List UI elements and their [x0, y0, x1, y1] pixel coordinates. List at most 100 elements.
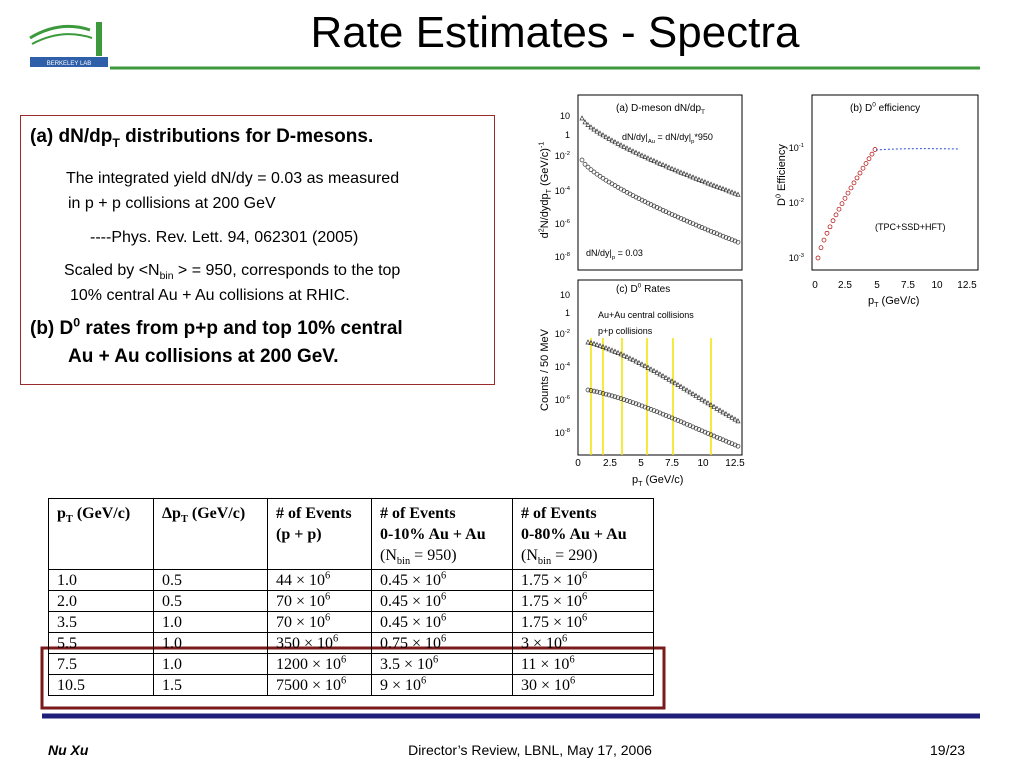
text-run: 10 — [554, 219, 565, 229]
curve-marker — [627, 355, 633, 361]
curve-marker — [702, 226, 708, 232]
table-cell: 30 × 106 — [512, 674, 654, 696]
curve-marker — [606, 135, 612, 141]
y-tick-label: 10-6 — [555, 216, 570, 229]
text-run: (TPC+SSD+HFT) — [875, 222, 946, 232]
curve-marker — [675, 214, 681, 220]
curve-marker — [678, 169, 684, 175]
text-run: rates from p+p and top 10% central — [80, 318, 403, 339]
x-tick-label: 5 — [638, 458, 644, 469]
text-line: ----Phys. Rev. Lett. 94, 062301 (2005) — [90, 229, 358, 247]
curve-marker — [654, 159, 660, 165]
curve-marker — [582, 119, 588, 125]
curve-marker — [591, 388, 597, 394]
table-cell: 11 × 106 — [512, 653, 654, 675]
curve-marker — [666, 376, 672, 382]
curve-marker — [818, 245, 824, 251]
curve-marker — [732, 238, 738, 244]
x-tick-label: 0 — [812, 280, 818, 291]
text-run: d — [539, 232, 551, 239]
curve-marker — [720, 437, 726, 443]
y-tick-label: 10-2 — [555, 148, 570, 161]
curve-marker — [633, 358, 639, 364]
text-run: 0.45 × 10 — [380, 614, 442, 631]
curve-marker — [591, 340, 597, 346]
curve-marker — [669, 212, 675, 217]
superscript: 6 — [562, 633, 568, 645]
superscript: 6 — [433, 654, 439, 666]
curve-marker — [600, 132, 606, 138]
superscript: 0 — [637, 282, 642, 290]
text-run: 10 — [788, 253, 799, 263]
text-run: dN/dy| — [586, 248, 612, 258]
curve-marker — [729, 414, 735, 420]
text-line: Au + Au collisions at 200 GeV. — [68, 346, 339, 368]
curve-marker — [705, 180, 711, 186]
footer-author: Nu Xu — [48, 742, 89, 758]
curve-marker — [690, 390, 696, 397]
curve-marker — [681, 385, 687, 391]
curve-marker — [699, 177, 705, 183]
text-run: dN/dy| — [622, 132, 648, 142]
header-line: # of Events — [380, 503, 506, 524]
text-box — [20, 115, 495, 385]
text-run: 0.5 — [162, 572, 182, 589]
footer-page: 19/23 — [930, 742, 966, 758]
curve-marker — [815, 255, 821, 261]
curve-marker — [684, 171, 690, 178]
table-row: 1.0 0.5 44 × 106 0.45 × 106 1.75 × 106 — [48, 569, 654, 591]
text-run: > = 950, corresponds to the top — [173, 262, 401, 279]
y-axis-label: Counts / 50 MeV — [539, 329, 551, 411]
curve-marker — [630, 356, 636, 362]
curve-marker — [711, 182, 717, 188]
curve-marker — [600, 343, 606, 349]
y-tick-label: 1 — [565, 305, 570, 318]
text-run: 10 — [788, 143, 799, 153]
curve-marker — [690, 221, 696, 227]
curve-marker — [690, 424, 696, 430]
subscript: Au — [647, 138, 656, 145]
curve-marker — [672, 166, 678, 173]
header-cell: # of Events 0-10% Au + Au (Nbin = 950) — [371, 498, 513, 570]
text-run: (GeV/c) — [187, 505, 246, 522]
text-run: Rates — [641, 284, 671, 295]
curve-marker — [588, 388, 594, 393]
curve-marker — [726, 440, 732, 445]
curve-marker — [702, 179, 708, 185]
text-line: The integrated yield dN/dy = 0.03 as mea… — [66, 170, 399, 188]
curve-marker — [866, 156, 872, 162]
superscript: -1 — [798, 143, 804, 149]
curve-marker — [678, 419, 684, 425]
superscript: 6 — [582, 612, 588, 624]
curve-marker — [612, 139, 618, 145]
curve-marker — [615, 349, 621, 355]
header-line: 0-10% Au + Au — [380, 524, 506, 545]
curve-marker — [705, 227, 711, 233]
curve-marker — [585, 164, 591, 170]
curve-marker — [687, 220, 693, 225]
curve-marker — [681, 217, 687, 223]
text-run: (N — [380, 547, 397, 564]
table-cell: 44 × 106 — [267, 569, 372, 591]
text-run: p — [632, 474, 639, 486]
curve-marker — [723, 438, 729, 444]
text-run: 1.75 × 10 — [521, 572, 583, 589]
subscript: T — [874, 301, 879, 310]
table-row: 5.5 1.0 350 × 106 0.75 × 106 3 × 106 — [48, 632, 654, 654]
curve-marker — [603, 133, 609, 140]
curve-marker — [705, 431, 711, 436]
x-tick-label: 12.5 — [957, 280, 977, 291]
curve-marker — [669, 165, 675, 171]
x-tick-label: 2.5 — [603, 458, 617, 469]
text-run: Efficiency — [776, 144, 788, 194]
curve-marker — [600, 391, 606, 396]
curve-marker — [654, 409, 660, 415]
text-run: # of Events — [521, 505, 597, 522]
plot-curves — [579, 115, 961, 455]
curve-marker — [693, 392, 699, 398]
slide-title: Rate Estimates - Spectra — [310, 8, 800, 57]
curve-marker — [836, 206, 842, 212]
curve-marker — [693, 222, 699, 228]
curve-marker — [869, 151, 875, 157]
plot-note: p+p collisions — [598, 326, 652, 336]
